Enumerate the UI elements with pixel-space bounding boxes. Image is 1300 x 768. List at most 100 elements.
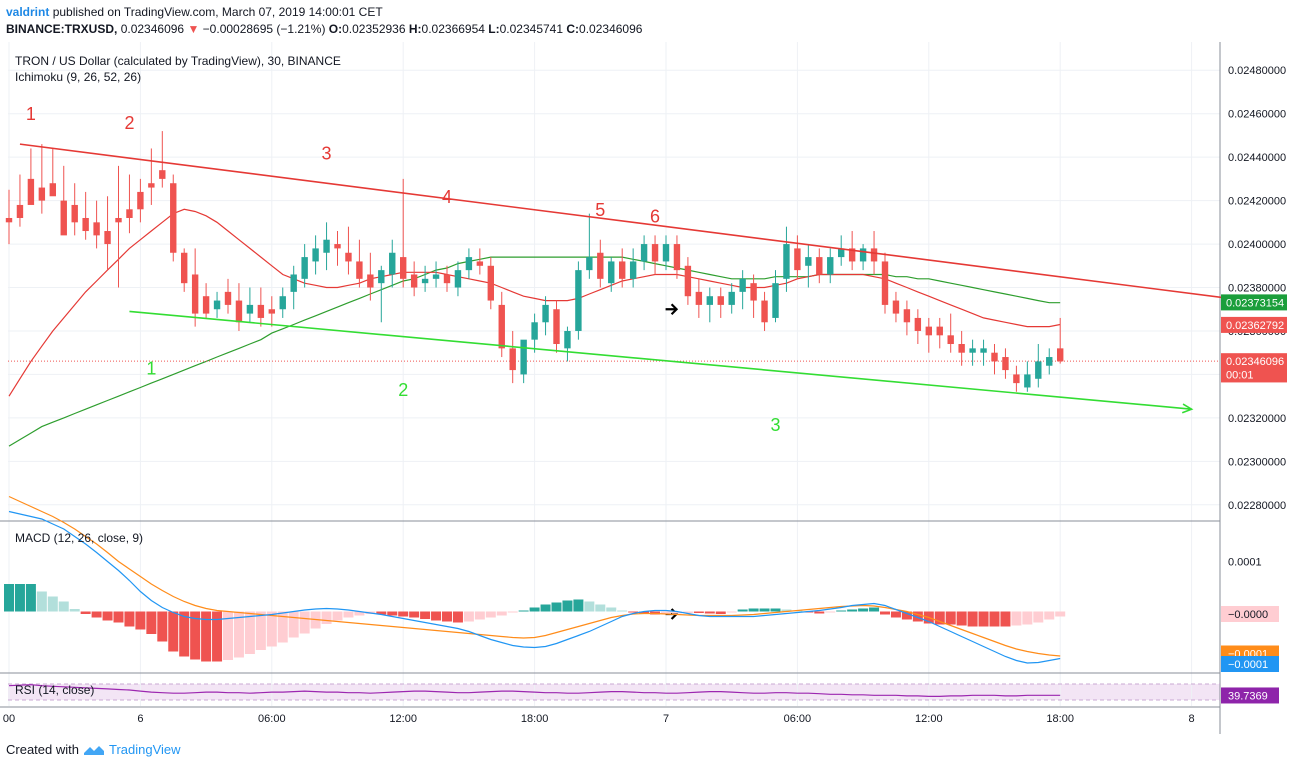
candle-body (859, 248, 867, 262)
macd-histogram-bar (869, 607, 880, 612)
touch-point-label: 3 (770, 415, 780, 435)
price-badge (1221, 294, 1287, 311)
candle-body (914, 317, 922, 331)
time-axis[interactable]: 00 6 06:00 12:00 18:00 7 06:00 12:00 18:00 8 (3, 713, 1195, 725)
macd-histogram-bar (442, 611, 452, 622)
candle-body (476, 261, 484, 266)
candle-body (104, 231, 111, 245)
candle-body (1024, 374, 1031, 388)
time-tick-label: 18:00 (521, 713, 549, 725)
candle-body (936, 326, 943, 336)
candle-body (5, 217, 13, 223)
candle-body (1046, 357, 1053, 366)
macd-histogram-bar (540, 604, 551, 612)
price-axis[interactable]: 0.02480000 0.02460000 0.02440000 0.02420000… (1221, 42, 1300, 734)
candle-body (783, 244, 790, 279)
publish-text: published on TradingView.com, March 07, … (52, 5, 383, 19)
candle-body (487, 265, 494, 301)
macd-histogram-bar (496, 611, 507, 616)
close-label: C: (566, 22, 580, 36)
candle-body (684, 265, 692, 297)
support-trend-line (129, 310, 1192, 410)
tradingview-logo-icon (83, 745, 104, 755)
macd-histogram-bar (1022, 611, 1033, 625)
time-tick-label: 8 (1189, 713, 1195, 725)
macd-histogram-bar (562, 600, 573, 612)
rsi-badge (1221, 687, 1279, 704)
candle-body (651, 244, 659, 262)
candle-body (640, 244, 648, 262)
macd-histogram-bar (91, 611, 102, 618)
author-name[interactable]: valdrint (6, 5, 50, 19)
touch-point-label: 3 (322, 143, 332, 163)
candle-body (213, 300, 221, 310)
macd-histogram-bar (912, 611, 923, 622)
candle-body (159, 170, 166, 179)
macd-histogram-bar (814, 611, 825, 614)
macd-histogram-bar (452, 611, 463, 623)
macd-histogram-bar (989, 611, 1000, 627)
price-tick-label: 0.02420000 (1228, 196, 1286, 208)
candle-body (1002, 357, 1009, 371)
candle-body (454, 270, 462, 288)
macd-histogram-bar (661, 611, 671, 614)
price-tick-label: 0.02300000 (1228, 456, 1286, 468)
macd-histogram-bar (901, 611, 912, 620)
arrow-marker-icon (665, 303, 679, 316)
candle-body (728, 291, 735, 305)
macd-histogram-bar (255, 611, 266, 650)
macd-histogram-bar (332, 611, 343, 621)
touch-point-label: 5 (595, 200, 605, 220)
trend-lines[interactable]: 1 2 3 4 5 6 1 2 3 (19, 104, 1249, 620)
price-badge-label: 00:01 (1226, 369, 1254, 381)
ohlc-header: BINANCE:TRXUSD, 0.02346096 ▼ −0.00028695… (6, 22, 642, 36)
candle-body (334, 244, 341, 249)
touch-point-label: 1 (146, 358, 156, 378)
candle-body (531, 322, 538, 340)
tradingview-brand[interactable]: TradingView (108, 742, 181, 757)
price-badge-label: 0.02362792 (1226, 320, 1284, 332)
change-value: −0.00028695 (−1.21%) (202, 22, 326, 36)
candle-body (662, 244, 670, 262)
footer: Created with TradingView (6, 742, 181, 757)
price-tick-label: 0.02280000 (1228, 500, 1286, 512)
candle-body (619, 261, 626, 279)
candle-body (629, 261, 637, 279)
created-with-text: Created with (6, 742, 79, 757)
macd-histogram-bar (266, 611, 277, 647)
price-tick-label: 0.02400000 (1228, 239, 1286, 251)
candle-body (520, 339, 527, 375)
candle-body (1057, 348, 1064, 362)
macd-histogram-bar (135, 611, 146, 630)
macd-histogram-bar (836, 610, 847, 612)
macd-histogram-bar (36, 591, 47, 612)
macd-tick-label: 0.0001 (1228, 557, 1262, 569)
candle-body (991, 352, 998, 362)
candle-body (575, 270, 582, 331)
candle-body (816, 257, 823, 275)
candle-body (443, 274, 451, 284)
candle-body (597, 252, 604, 279)
macd-histogram-bar (299, 611, 310, 634)
candle-body (60, 200, 67, 236)
touch-point-label: 1 (26, 104, 36, 124)
macd-legend: MACD (12, 26, close, 9) (15, 531, 143, 545)
macd-histogram-bar (628, 611, 639, 613)
candle-body (827, 257, 834, 275)
macd-histogram-bar (1000, 611, 1011, 627)
candle-body (389, 252, 396, 275)
macd-histogram-bar (223, 611, 233, 660)
candle-body (323, 239, 330, 253)
macd-histogram-bar (507, 611, 518, 613)
touch-point-label: 6 (650, 206, 660, 226)
rsi-line (8, 684, 1061, 698)
touch-point-label: 2 (398, 380, 408, 400)
macd-badge-label: −0.0000 (1228, 609, 1268, 621)
candle-body (1035, 361, 1042, 379)
trading-chart[interactable]: 1 2 3 4 5 6 1 2 3 0.02480000 0.02460000 0.02440000… (0, 42, 1300, 734)
candle-body (881, 261, 889, 305)
candle-body (838, 248, 845, 258)
candle-body (367, 274, 374, 288)
macd-histogram-bar (726, 611, 737, 613)
high-label: H: (408, 22, 422, 36)
